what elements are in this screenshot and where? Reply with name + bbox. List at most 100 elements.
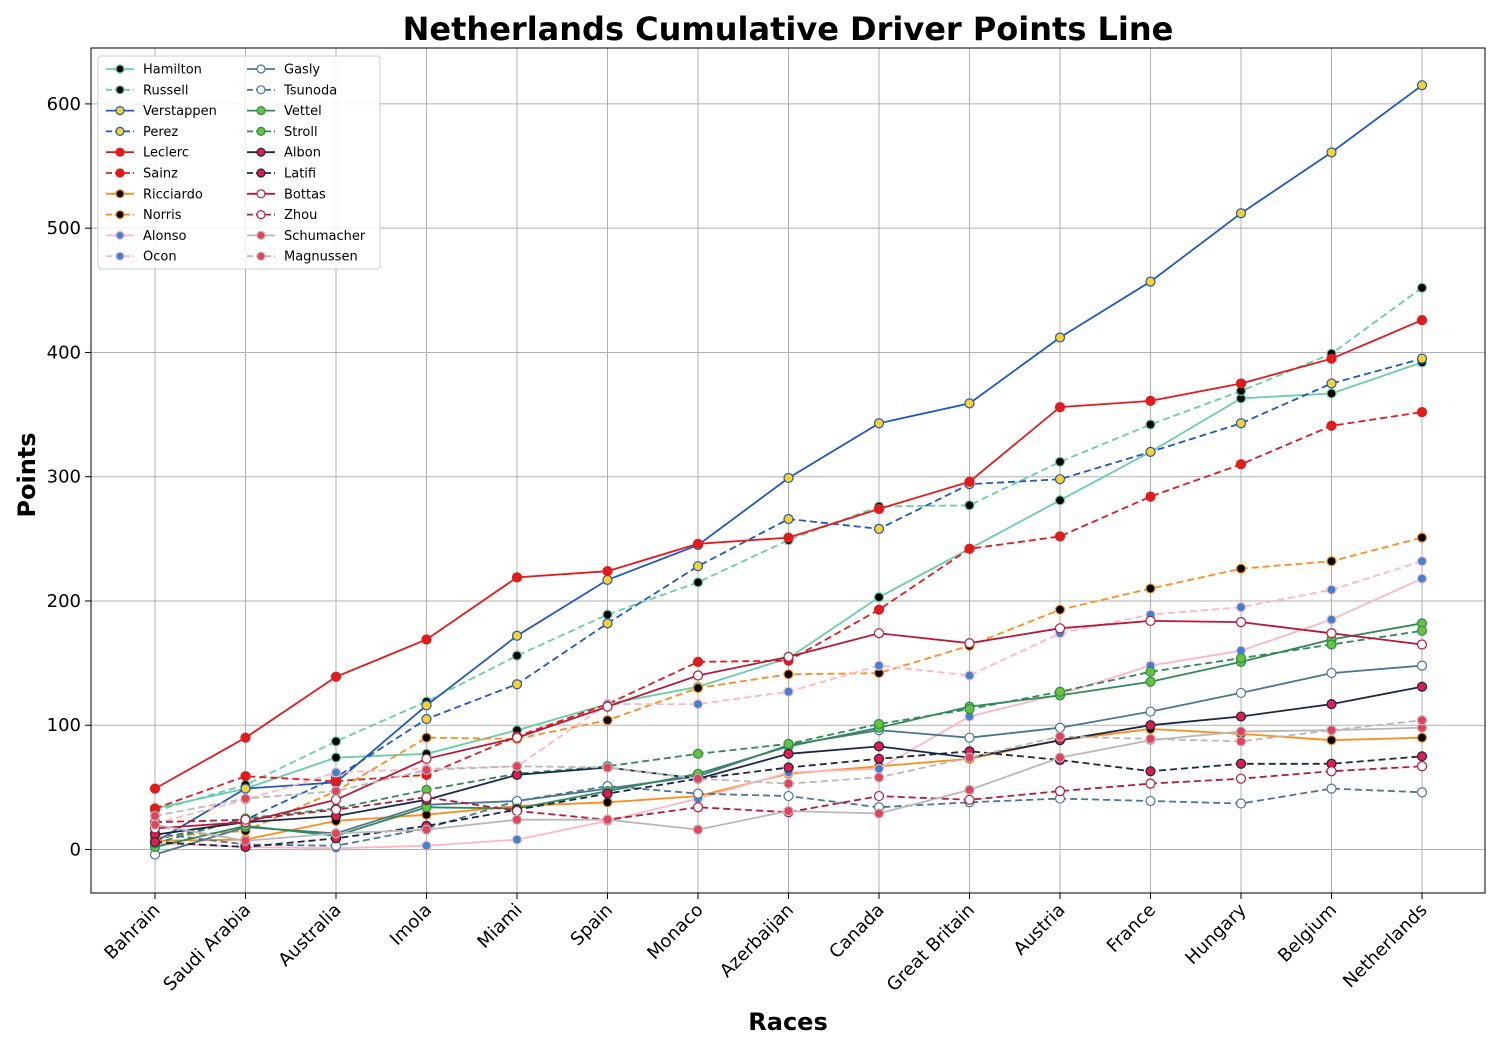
legend-item-leclerc: Leclerc (106, 146, 189, 161)
data-point-leclerc (783, 532, 794, 543)
legend-marker-bottas (256, 189, 266, 199)
legend-label-vettel: Vettel (284, 104, 322, 119)
data-point-gasly (1326, 667, 1337, 679)
legend-item-verstappen: Verstappen (106, 104, 217, 119)
data-point-leclerc (964, 476, 975, 487)
data-point-schumacher (421, 824, 432, 835)
data-point-sainz (873, 604, 885, 615)
legend-marker-vettel (256, 105, 266, 116)
data-point-alonso (511, 834, 523, 845)
data-point-stroll (783, 738, 794, 749)
data-point-hamilton (1326, 388, 1337, 399)
data-point-schumacher (602, 814, 613, 825)
data-point-zhou (1235, 773, 1247, 784)
data-point-verstappen (1326, 147, 1337, 158)
data-point-magnussen (240, 793, 251, 804)
legend-label-leclerc: Leclerc (143, 146, 189, 161)
data-point-perez (511, 679, 523, 690)
legend-marker-russell (115, 85, 125, 95)
data-point-leclerc (240, 732, 251, 743)
data-point-magnussen (964, 752, 975, 763)
data-point-russell (964, 500, 975, 511)
data-point-latifi (149, 836, 161, 848)
data-point-bottas (1326, 628, 1337, 639)
legend-marker-tsunoda (256, 85, 266, 95)
data-point-norris (1235, 563, 1247, 574)
data-point-bottas (1054, 623, 1066, 634)
legend-frame (97, 55, 381, 270)
y-axis-label: Points (13, 432, 41, 517)
x-axis-label: Races (748, 1008, 827, 1036)
data-point-norris (602, 715, 613, 726)
legend-label-latifi: Latifi (284, 167, 316, 182)
legend-marker-albon (256, 147, 266, 157)
data-point-gasly (1235, 687, 1247, 699)
data-point-verstappen (1054, 332, 1066, 343)
data-point-leclerc (330, 671, 342, 682)
legend-item-russell: Russell (106, 83, 188, 98)
data-point-schumacher (1235, 726, 1247, 737)
legend-marker-alonso (115, 230, 125, 240)
legend-label-schumacher: Schumacher (284, 229, 366, 244)
series-bottas (149, 615, 1428, 834)
data-point-bottas (692, 670, 704, 681)
data-point-magnussen (149, 810, 161, 822)
x-tick-label: Hungary (1181, 899, 1250, 968)
legend: Hamilton Russell Verstappen Perez Leclerc Sai… (97, 55, 381, 270)
y-tick-label: 0 (70, 840, 81, 861)
data-point-stroll (1145, 666, 1156, 677)
chart-title: Netherlands Cumulative Driver Points Lin… (403, 10, 1174, 48)
legend-item-vettel: Vettel (247, 104, 322, 119)
data-point-zhou (964, 794, 975, 805)
legend-item-sainz: Sainz (106, 167, 178, 182)
data-point-bottas (421, 753, 432, 764)
y-axis: 0 100 200 300 400 500 600 (47, 94, 91, 861)
data-point-schumacher (783, 805, 794, 817)
data-point-latifi (1145, 766, 1156, 777)
data-point-stroll (1416, 625, 1428, 636)
data-point-gasly (1054, 722, 1066, 733)
series-layer (149, 80, 1428, 860)
data-point-tsunoda (692, 788, 704, 799)
data-point-alonso (1326, 614, 1337, 625)
legend-marker-zhou (256, 210, 266, 220)
x-tick-label: Australia (274, 900, 345, 971)
legend-label-tsunoda: Tsunoda (283, 83, 337, 98)
data-point-ocon (1416, 556, 1428, 567)
data-point-russell (511, 650, 523, 661)
series-line-russell (154, 287, 1423, 812)
legend-marker-hamilton (115, 64, 125, 74)
data-point-leclerc (511, 572, 523, 583)
legend-label-stroll: Stroll (284, 125, 318, 140)
legend-label-perez: Perez (143, 125, 178, 140)
x-tick-label: Great Britain (883, 900, 979, 996)
legend-marker-ocon (115, 251, 125, 261)
data-point-russell (602, 609, 613, 620)
data-point-leclerc (1326, 353, 1337, 364)
data-point-latifi (783, 762, 794, 773)
data-point-alonso (421, 840, 432, 851)
data-point-albon (1416, 681, 1428, 692)
y-tick-label: 600 (47, 94, 81, 115)
legend-marker-leclerc (115, 147, 125, 157)
data-point-ocon (964, 670, 975, 681)
data-point-sainz (692, 656, 704, 667)
data-point-magnussen (692, 773, 704, 784)
data-point-albon (873, 741, 885, 752)
data-point-zhou (692, 802, 704, 813)
legend-marker-norris (115, 210, 125, 220)
legend-marker-magnussen (256, 251, 266, 261)
data-point-stroll (692, 748, 704, 759)
legend-marker-perez (115, 126, 125, 136)
data-point-tsunoda (783, 790, 794, 802)
data-point-ocon (330, 767, 342, 778)
data-point-perez (873, 523, 885, 535)
data-point-tsunoda (1235, 798, 1247, 809)
x-tick-label: Miami (473, 900, 526, 953)
x-tick-label: Netherlands (1339, 900, 1431, 992)
data-point-ocon (692, 699, 704, 710)
data-point-schumacher (1054, 752, 1066, 763)
legend-item-ocon: Ocon (106, 250, 177, 265)
data-point-zhou (873, 790, 885, 802)
